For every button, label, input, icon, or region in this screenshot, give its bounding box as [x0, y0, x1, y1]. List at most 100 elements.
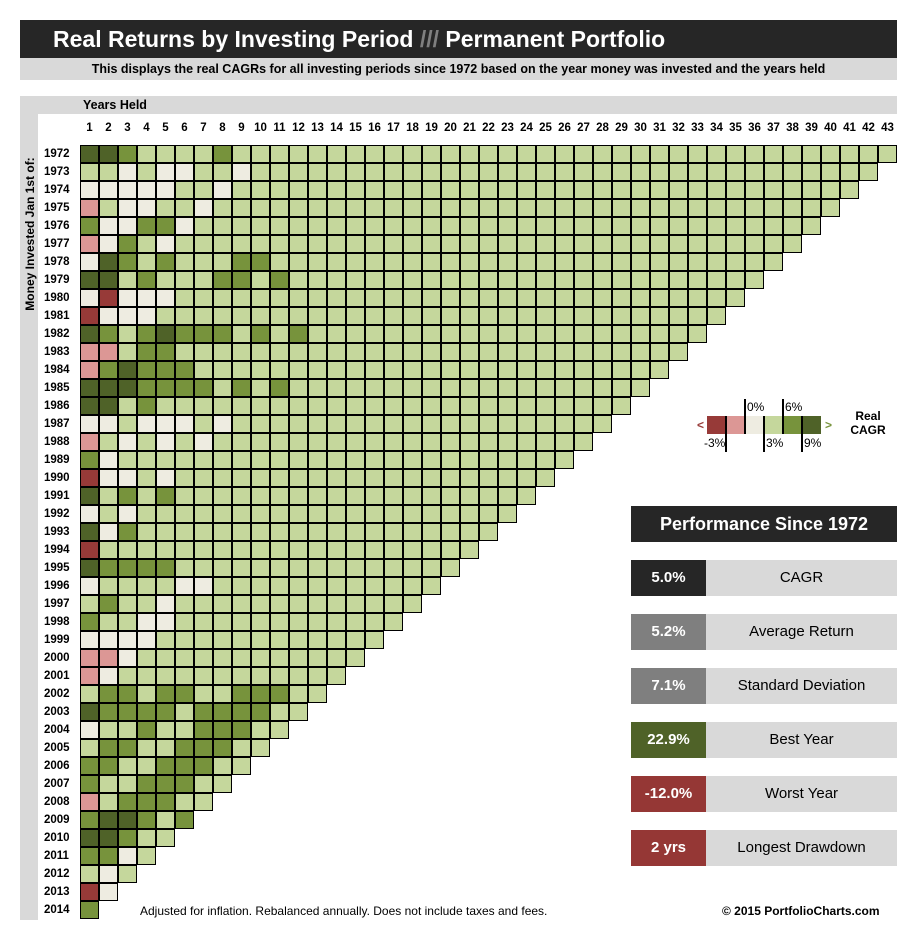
- heatmap-cell: [365, 613, 384, 631]
- heatmap-cell: [156, 811, 175, 829]
- heatmap-cell: [213, 289, 232, 307]
- heatmap-cell: [365, 577, 384, 595]
- heatmap-cell: [137, 271, 156, 289]
- heatmap-cell: [156, 343, 175, 361]
- heatmap-cell: [213, 757, 232, 775]
- heatmap-cell: [251, 181, 270, 199]
- heatmap-cell: [479, 271, 498, 289]
- heatmap-cell: [574, 271, 593, 289]
- heatmap-cell: [270, 163, 289, 181]
- heatmap-cell: [479, 325, 498, 343]
- column-header: 21: [463, 122, 476, 134]
- heatmap-cell: [346, 361, 365, 379]
- heatmap-cell: [289, 217, 308, 235]
- heatmap-cell: [631, 343, 650, 361]
- heatmap-cell: [270, 433, 289, 451]
- heatmap-cell: [289, 541, 308, 559]
- heatmap-cell: [118, 307, 137, 325]
- heatmap-cell: [270, 613, 289, 631]
- heatmap-cell: [213, 505, 232, 523]
- heatmap-cell: [403, 253, 422, 271]
- heatmap-cell: [498, 235, 517, 253]
- heatmap-cell: [156, 181, 175, 199]
- heatmap-cell: [726, 199, 745, 217]
- heatmap-cell: [194, 325, 213, 343]
- heatmap-cell: [441, 235, 460, 253]
- heatmap-cell: [289, 343, 308, 361]
- heatmap-cell: [270, 325, 289, 343]
- heatmap-cell: [99, 307, 118, 325]
- heatmap-cell: [441, 523, 460, 541]
- heatmap-cell: [232, 145, 251, 163]
- heatmap-cell: [289, 595, 308, 613]
- heatmap-cell: [327, 649, 346, 667]
- heatmap-cell: [194, 505, 213, 523]
- heatmap-cell: [327, 271, 346, 289]
- heatmap-cell: [441, 271, 460, 289]
- heatmap-cell: [327, 415, 346, 433]
- heatmap-cell: [555, 307, 574, 325]
- heatmap-cell: [308, 595, 327, 613]
- heatmap-cell: [403, 415, 422, 433]
- heatmap-cell: [403, 235, 422, 253]
- y-axis-label: Money Invested Jan 1st of:: [23, 157, 37, 311]
- heatmap-cell: [441, 325, 460, 343]
- heatmap-cell: [99, 829, 118, 847]
- heatmap-cell: [365, 451, 384, 469]
- column-header: 34: [710, 122, 723, 134]
- heatmap-cell: [80, 721, 99, 739]
- heatmap-cell: [118, 721, 137, 739]
- heatmap-cell: [555, 235, 574, 253]
- heatmap-cell: [270, 217, 289, 235]
- heatmap-cell: [137, 433, 156, 451]
- heatmap-cell: [213, 433, 232, 451]
- heatmap-cell: [118, 559, 137, 577]
- heatmap-cell: [232, 721, 251, 739]
- column-header: 6: [181, 122, 188, 134]
- heatmap-cell: [232, 415, 251, 433]
- heatmap-cell: [156, 757, 175, 775]
- heatmap-cell: [669, 181, 688, 199]
- heatmap-cell: [213, 775, 232, 793]
- heatmap-cell: [612, 361, 631, 379]
- heatmap-cell: [251, 631, 270, 649]
- heatmap-cell: [327, 397, 346, 415]
- heatmap-cell: [194, 145, 213, 163]
- heatmap-cell: [118, 235, 137, 253]
- heatmap-cell: [99, 451, 118, 469]
- heatmap-cell: [460, 199, 479, 217]
- heatmap-cell: [536, 235, 555, 253]
- heatmap-cell: [289, 415, 308, 433]
- heatmap-cell: [403, 199, 422, 217]
- heatmap-cell: [403, 469, 422, 487]
- heatmap-cell: [251, 613, 270, 631]
- heatmap-cell: [308, 631, 327, 649]
- row-header: 1972: [44, 148, 70, 160]
- heatmap-cell: [175, 739, 194, 757]
- heatmap-cell: [498, 217, 517, 235]
- performance-label: Best Year: [706, 722, 897, 758]
- copyright: © 2015 PortfolioCharts.com: [722, 904, 880, 918]
- heatmap-cell: [612, 235, 631, 253]
- heatmap-cell: [517, 235, 536, 253]
- heatmap-cell: [365, 415, 384, 433]
- column-header: 23: [501, 122, 514, 134]
- heatmap-cell: [213, 559, 232, 577]
- heatmap-cell: [536, 451, 555, 469]
- heatmap-cell: [403, 217, 422, 235]
- heatmap-cell: [175, 325, 194, 343]
- heatmap-cell: [631, 307, 650, 325]
- heatmap-cell: [270, 685, 289, 703]
- heatmap-cell: [384, 379, 403, 397]
- heatmap-cell: [346, 397, 365, 415]
- heatmap-cell: [156, 163, 175, 181]
- heatmap-cell: [650, 199, 669, 217]
- heatmap-cell: [118, 613, 137, 631]
- heatmap-cell: [308, 433, 327, 451]
- heatmap-cell: [270, 271, 289, 289]
- heatmap-cell: [99, 883, 118, 901]
- heatmap-cell: [156, 307, 175, 325]
- heatmap-cell: [80, 541, 99, 559]
- heatmap-cell: [137, 703, 156, 721]
- heatmap-cell: [270, 559, 289, 577]
